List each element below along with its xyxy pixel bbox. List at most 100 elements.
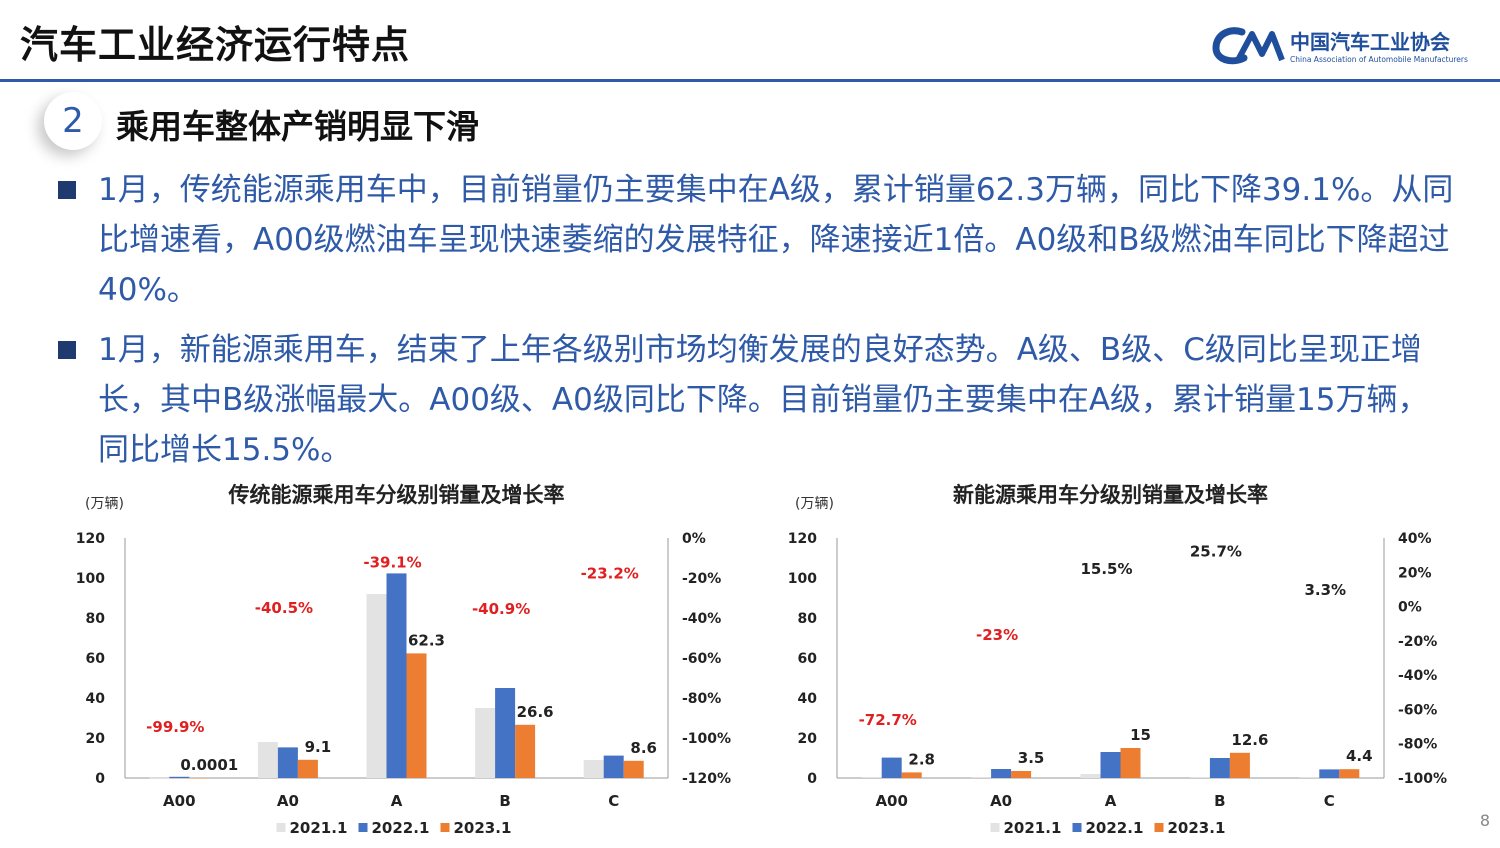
x-tick-label: C [608,792,619,810]
data-label: 0.0001 [180,756,238,774]
bar-2023.1 [297,759,318,778]
bar-2023.1 [623,760,644,778]
bar-2023.1 [515,724,536,778]
section-title: 乘用车整体产销明显下滑 [116,107,479,146]
chart-unit-label: (万辆) [795,496,834,512]
legend-label: 2021.1 [290,819,348,837]
legend-swatch [1154,823,1164,832]
bar-2021.1 [583,760,604,778]
y-tick-label: 80 [86,611,106,627]
growth-label: -72.7% [859,711,917,729]
chart-title: 传统能源乘用车分级别销量及增长率 [228,483,565,507]
x-tick-label: A0 [277,792,299,810]
y2-tick-label: -120% [682,771,731,787]
y2-tick-label: -100% [682,731,731,747]
bar-2023.1 [1339,769,1360,778]
legend-label: 2021.1 [1004,819,1062,837]
bar-2021.1 [1080,774,1101,778]
growth-label: -40.9% [472,600,530,618]
y-tick-label: 100 [788,571,817,587]
y2-tick-label: 0% [1398,600,1422,616]
legend-label: 2022.1 [372,819,430,837]
page-number: 8 [1479,811,1490,830]
chart-new-energy: (万辆) 新能源乘用车分级别销量及增长率 0 20 40 60 80 100 120 -100% -… [770,478,1470,848]
bar-2022.1 [991,769,1012,778]
bar-2021.1 [1299,777,1320,778]
bar-2021.1 [366,594,387,778]
bar-2021.1 [257,742,278,778]
chart-traditional-svg: (万辆) 传统能源乘用车分级别销量及增长率 0 20 40 60 80 100 120 -120%… [76,483,731,837]
legend-swatch [358,823,368,832]
bullet-icon [58,341,76,359]
x-tick-label: A [391,792,403,810]
x-tick-label: A00 [875,792,907,810]
x-tick-label: B [1214,792,1225,810]
logo-chinese-name: 中国汽车工业协会 [1290,30,1450,54]
bar-2022.1 [1100,752,1121,778]
y-tick-label: 100 [76,571,105,587]
bar-2021.1 [149,777,170,779]
caam-logo-icon [1212,27,1285,65]
bar-2023.1 [1229,752,1250,778]
bar-2023.1 [189,777,210,779]
growth-label: -23% [976,626,1018,644]
bar-2023.1 [1011,771,1032,778]
paragraph-new-energy: 1月，新能源乘用车，结束了上年各级别市场均衡发展的良好态势。A级、B级、C级同比… [98,332,1429,468]
y2-tick-label: 20% [1398,565,1432,581]
growth-label: -23.2% [581,564,639,582]
y2-tick-label: -20% [1398,634,1437,650]
y-tick-label: 60 [798,651,818,667]
bar-2021.1 [475,708,496,778]
data-label: 26.6 [517,703,554,721]
growth-label: -39.1% [363,553,421,571]
data-label: 62.3 [408,631,445,649]
data-label: 2.8 [908,750,935,768]
growth-label: -99.9% [146,718,204,736]
legend-swatch [440,823,450,832]
growth-label: 3.3% [1304,581,1346,599]
page-title: 汽车工业经济运行特点 [20,23,411,67]
bar-2022.1 [603,755,624,778]
bar-2023.1 [901,772,922,778]
legend-swatch [990,823,1000,832]
legend-label: 2023.1 [1168,819,1226,837]
y-tick-label: 20 [798,731,818,747]
y-tick-label: 0 [807,771,817,787]
bar-2021.1 [971,777,992,778]
y2-tick-label: -60% [1398,702,1437,718]
growth-label: 25.7% [1190,543,1242,561]
x-tick-label: A00 [163,792,195,810]
caam-logo: 中国汽车工业协会 China Association of Automobile… [1212,24,1468,70]
x-tick-label: C [1324,792,1335,810]
y2-tick-label: -80% [682,691,721,707]
data-label: 3.5 [1018,749,1045,767]
chart-new-energy-svg: (万辆) 新能源乘用车分级别销量及增长率 0 20 40 60 80 100 120 -100% -… [788,483,1447,837]
y2-tick-label: -40% [1398,668,1437,684]
y-tick-label: 40 [798,691,818,707]
bar-2021.1 [1189,777,1210,778]
bar-2022.1 [277,747,298,778]
legend-label: 2022.1 [1086,819,1144,837]
y2-tick-label: -20% [682,571,721,587]
y2-tick-label: -60% [682,651,721,667]
y2-tick-label: -80% [1398,737,1437,753]
data-label: 4.4 [1346,747,1373,765]
growth-label: -40.5% [255,599,313,617]
header-divider [0,79,1500,82]
y-tick-label: 120 [76,531,105,547]
legend-label: 2023.1 [454,819,512,837]
y-tick-label: 80 [798,611,818,627]
y-tick-label: 120 [788,531,817,547]
chart-unit-label: (万辆) [85,496,124,512]
y2-tick-label: -100% [1398,771,1447,787]
y-tick-label: 40 [86,691,106,707]
y-tick-label: 20 [86,731,106,747]
x-tick-label: B [499,792,510,810]
logo-english-name: China Association of Automobile Manufact… [1290,55,1468,64]
y2-tick-label: -40% [682,611,721,627]
bar-2022.1 [1209,758,1230,778]
bar-2023.1 [1120,748,1141,778]
data-label: 15 [1130,726,1151,744]
section-number: 2 [44,92,102,150]
y2-tick-label: 40% [1398,531,1432,547]
